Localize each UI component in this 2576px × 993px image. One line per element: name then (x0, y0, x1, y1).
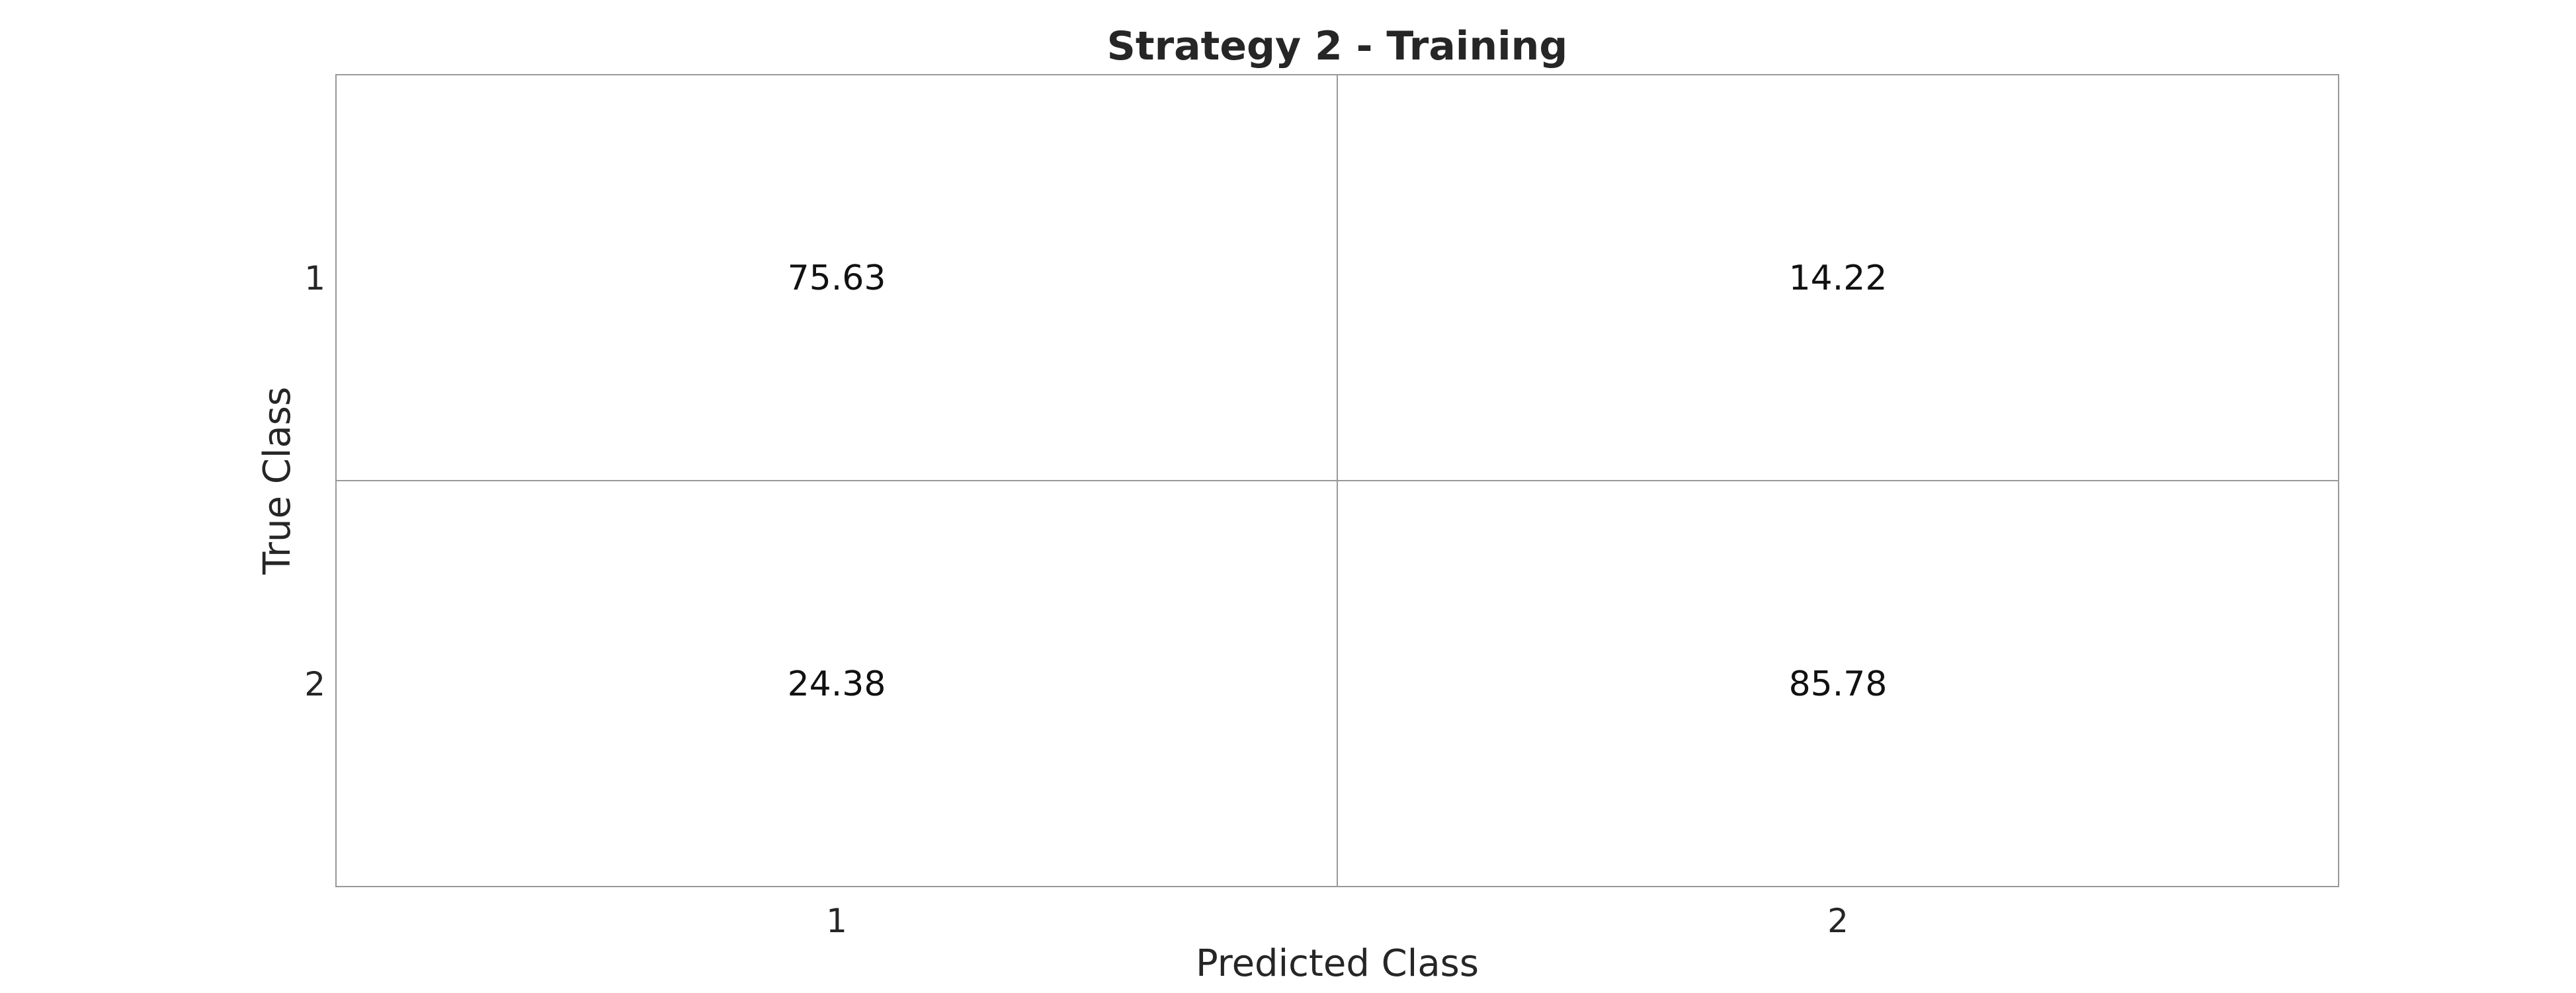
y-tick-label: 1 (304, 259, 325, 298)
chart-title: Strategy 2 - Training (1107, 23, 1568, 69)
heatmap-cell-r2-c1 (336, 481, 1337, 887)
heatmap-cells (336, 75, 2339, 887)
x-axis-label: Predicted Class (1196, 942, 1479, 985)
y-axis-label: True Class (256, 387, 299, 575)
heatmap-cell-r2-c2 (1337, 481, 2339, 887)
x-tick-label: 2 (1827, 902, 1849, 940)
y-tick-label: 2 (304, 665, 325, 703)
y-tick-labels: 12 (304, 259, 325, 703)
heatmap-grid (335, 74, 2339, 887)
cell-value-r2-c1: 24.38 (788, 664, 886, 704)
x-tick-label: 1 (826, 902, 847, 940)
heatmap-cell-r1-c1 (336, 75, 1337, 481)
cell-value-r2-c2: 85.78 (1789, 664, 1888, 704)
cell-value-r1-c1: 75.63 (788, 258, 886, 298)
cell-value-r1-c2: 14.22 (1789, 258, 1888, 298)
heatmap-cell-r1-c2 (1337, 75, 2339, 481)
cell-value-labels: 75.63 14.22 24.38 85.78 (788, 258, 1888, 704)
